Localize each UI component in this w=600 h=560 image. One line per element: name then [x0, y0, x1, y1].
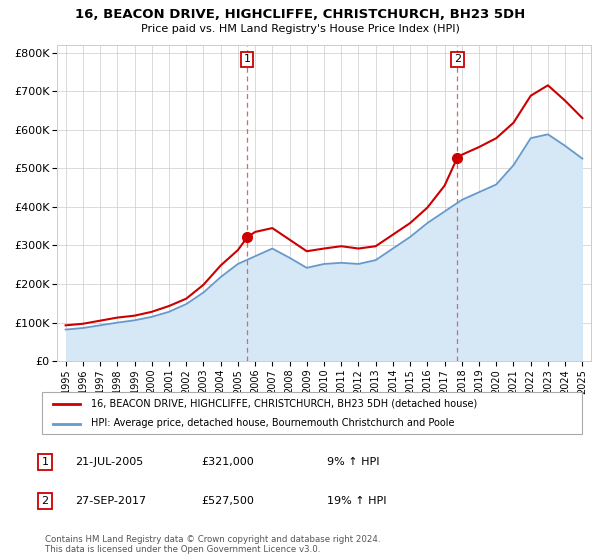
Text: Price paid vs. HM Land Registry's House Price Index (HPI): Price paid vs. HM Land Registry's House … [140, 24, 460, 34]
Text: 2: 2 [41, 496, 49, 506]
Text: £321,000: £321,000 [201, 457, 254, 467]
Text: Contains HM Land Registry data © Crown copyright and database right 2024.
This d: Contains HM Land Registry data © Crown c… [45, 535, 380, 554]
Text: £527,500: £527,500 [201, 496, 254, 506]
Text: HPI: Average price, detached house, Bournemouth Christchurch and Poole: HPI: Average price, detached house, Bour… [91, 418, 454, 428]
Text: 9% ↑ HPI: 9% ↑ HPI [327, 457, 380, 467]
Text: 19% ↑ HPI: 19% ↑ HPI [327, 496, 386, 506]
Text: 1: 1 [41, 457, 49, 467]
Text: 1: 1 [244, 54, 251, 64]
Text: 21-JUL-2005: 21-JUL-2005 [75, 457, 143, 467]
Text: 16, BEACON DRIVE, HIGHCLIFFE, CHRISTCHURCH, BH23 5DH (detached house): 16, BEACON DRIVE, HIGHCLIFFE, CHRISTCHUR… [91, 399, 477, 409]
Text: 27-SEP-2017: 27-SEP-2017 [75, 496, 146, 506]
Text: 16, BEACON DRIVE, HIGHCLIFFE, CHRISTCHURCH, BH23 5DH: 16, BEACON DRIVE, HIGHCLIFFE, CHRISTCHUR… [75, 8, 525, 21]
Text: 2: 2 [454, 54, 461, 64]
